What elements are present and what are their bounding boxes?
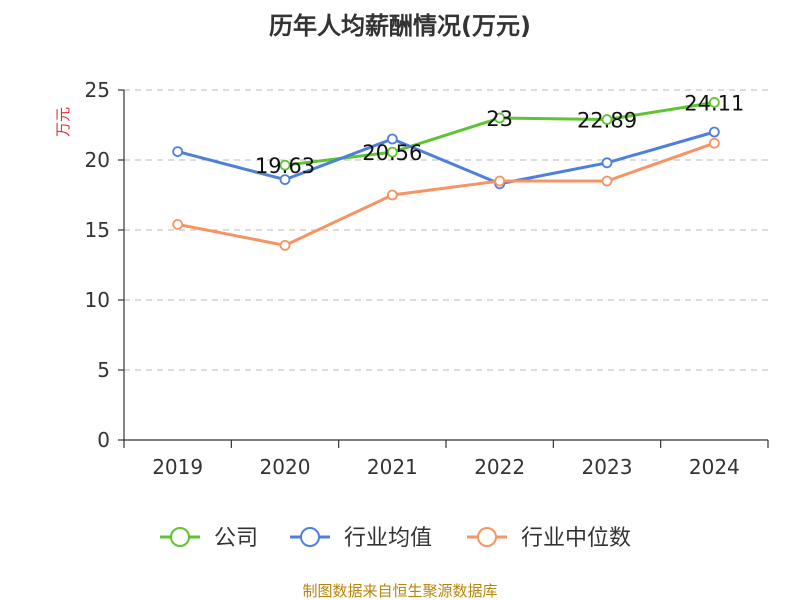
data-point[interactable] (386, 189, 398, 201)
data-point[interactable] (386, 133, 398, 145)
data-point[interactable] (601, 175, 613, 187)
legend-item-2[interactable]: 行业中位数 (467, 526, 631, 551)
x-tick-label-2024: 2024 (689, 455, 740, 479)
x-tick-label-2022: 2022 (474, 455, 525, 479)
series-group (172, 97, 720, 251)
data-label: 20.56 (362, 141, 422, 165)
legend-item-1[interactable]: 行业均值 (290, 526, 432, 551)
chart-title: 历年人均薪酬情况(万元) (269, 12, 531, 40)
series-line-2 (177, 141, 715, 247)
legend-swatch-marker (170, 527, 190, 547)
data-point[interactable] (279, 174, 291, 186)
data-point[interactable] (279, 239, 291, 251)
data-point[interactable] (601, 157, 613, 169)
y-tick-label: 5 (97, 358, 110, 382)
grid-lines (124, 89, 768, 371)
source-note: 制图数据来自恒生聚源数据库 (302, 582, 497, 600)
data-point[interactable] (494, 112, 506, 124)
legend-swatch-marker (300, 527, 320, 547)
series-line-1 (177, 130, 715, 186)
data-point[interactable] (601, 114, 613, 125)
y-tick-label: 10 (85, 288, 110, 312)
x-tick-label-2023: 2023 (582, 455, 633, 479)
legend-label: 行业中位数 (521, 526, 631, 551)
y-tick-label: 0 (97, 428, 110, 452)
y-tick-label: 25 (85, 78, 110, 102)
data-point[interactable] (708, 137, 720, 149)
legend-label: 行业均值 (344, 526, 432, 551)
legend-item-0[interactable]: 公司 (160, 526, 258, 551)
data-label: 19.63 (255, 154, 315, 178)
data-point[interactable] (708, 126, 720, 138)
y-tick-label: 20 (85, 148, 110, 172)
data-point[interactable] (386, 146, 398, 158)
data-labels: 19.63 20.56 23 22.89 24.11 (255, 91, 744, 178)
x-tick-label-2020: 2020 (260, 455, 311, 479)
x-tick-label-2019: 2019 (152, 455, 203, 479)
y-tick-label: 15 (85, 218, 110, 242)
data-point[interactable] (494, 175, 506, 187)
legend-swatch-marker (477, 527, 497, 547)
y-axis-label: 万元 (54, 107, 72, 137)
data-label: 23 (486, 107, 513, 131)
data-point[interactable] (172, 218, 184, 230)
data-point[interactable] (708, 97, 720, 108)
axes: 0 5 10 15 20 25 2019 2020 2021 2022 2023 2024 (85, 78, 769, 479)
data-point[interactable] (172, 146, 184, 158)
data-point[interactable] (279, 159, 291, 171)
data-label: 24.11 (684, 91, 744, 115)
legend[interactable]: 公司 行业均值 行业中位数 (160, 526, 631, 551)
data-label: 22.89 (577, 109, 637, 133)
legend-label: 公司 (214, 526, 258, 551)
x-tick-label-2021: 2021 (367, 455, 418, 479)
